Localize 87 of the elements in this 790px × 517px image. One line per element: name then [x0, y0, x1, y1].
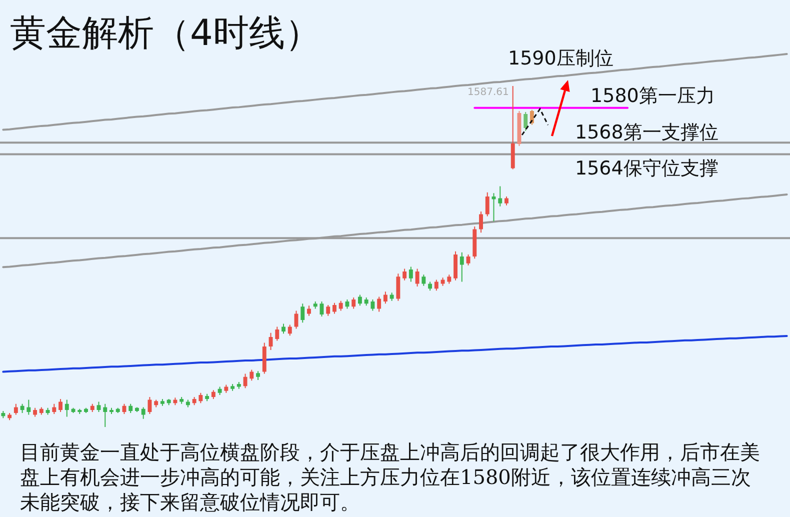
candlestick — [230, 384, 235, 391]
candlestick — [154, 400, 158, 408]
candlestick — [510, 86, 515, 170]
series-label: 1580第一压力 — [590, 84, 715, 107]
candlestick — [282, 324, 286, 334]
text: 目前黄金一直处于高位横盘阶段，介于压盘上冲高后的回调起了很大作用，后市在美盘上有机会进一步冲高的可能，关注上方压力位在1580附近，该位置连续冲高三次未能突破，接下来留意破位情况即可。 — [20, 440, 760, 514]
candlestick — [128, 404, 133, 414]
candlestick — [198, 392, 203, 404]
candlestick — [307, 306, 311, 316]
candlestick — [52, 404, 56, 414]
candlestick — [84, 408, 88, 414]
candlestick — [256, 371, 260, 380]
candlestick — [498, 186, 502, 206]
candlestick — [332, 302, 336, 314]
candlestick — [300, 304, 305, 323]
series-label: 1590压制位 — [508, 48, 614, 70]
text: 1587.61 — [468, 87, 509, 98]
candlestick — [262, 342, 266, 374]
candlestick — [236, 382, 241, 389]
candlestick — [313, 302, 318, 309]
candlestick — [46, 408, 50, 415]
candlestick — [211, 390, 216, 400]
candlestick — [415, 268, 420, 287]
ref-line-label: 1564保守位支撑 — [575, 157, 718, 180]
candlestick — [173, 398, 178, 406]
candlestick — [345, 299, 350, 309]
candlestick — [402, 268, 407, 280]
candlestick — [103, 404, 108, 427]
candlestick — [268, 332, 273, 350]
candlestick — [64, 400, 69, 417]
candlestick — [58, 399, 62, 412]
candlestick — [96, 402, 101, 412]
candlestick — [14, 404, 18, 415]
candlestick — [218, 386, 222, 395]
candlestick — [141, 407, 146, 419]
candlestick — [358, 294, 362, 306]
candlestick — [288, 324, 292, 336]
candlestick — [466, 254, 470, 266]
candlestick — [377, 296, 382, 312]
candlestick — [370, 299, 375, 311]
candlestick — [78, 408, 82, 414]
candlestick — [408, 266, 413, 282]
candlestick — [440, 278, 445, 286]
candlestick — [135, 407, 139, 412]
candlestick — [33, 408, 38, 417]
candlestick — [224, 384, 228, 393]
candlestick — [383, 292, 388, 304]
candlestick — [390, 292, 394, 301]
candlestick — [338, 300, 343, 311]
candlestick — [110, 408, 114, 414]
candlestick — [192, 396, 196, 406]
candlestick — [492, 193, 496, 222]
candlestick — [26, 400, 31, 415]
candlestick — [352, 297, 356, 309]
candlestick — [90, 404, 94, 412]
candlestick — [116, 408, 120, 414]
candlestick — [1, 410, 6, 418]
candlestick — [243, 374, 248, 388]
candlestick — [186, 400, 190, 408]
candlestick — [39, 407, 44, 415]
candlestick — [250, 370, 254, 381]
candlestick — [8, 413, 12, 420]
candlestick — [148, 396, 152, 414]
candlestick — [166, 399, 171, 406]
candlestick — [460, 252, 464, 282]
candlestick — [180, 396, 184, 404]
candlestick — [320, 302, 324, 317]
candlestick — [485, 192, 490, 216]
candlestick — [275, 326, 280, 341]
candlestick — [454, 251, 458, 280]
candlestick — [160, 399, 164, 406]
candlestick — [326, 304, 330, 316]
ref-line-label: 1568第一支撑位 — [575, 122, 718, 144]
candlestick — [364, 297, 368, 306]
candlestick — [447, 274, 452, 284]
candlestick — [434, 280, 438, 291]
candlestick — [504, 196, 508, 206]
candlestick — [294, 310, 298, 329]
candlestick — [524, 112, 528, 132]
candlestick — [428, 282, 432, 291]
candlestick — [396, 274, 400, 301]
candlestick — [479, 212, 483, 233]
candlestick — [422, 274, 426, 286]
chart-title: 黄金解析（4时线） — [10, 13, 321, 54]
candlestick — [205, 394, 210, 402]
candlestick — [20, 404, 24, 414]
candlestick — [472, 226, 477, 259]
